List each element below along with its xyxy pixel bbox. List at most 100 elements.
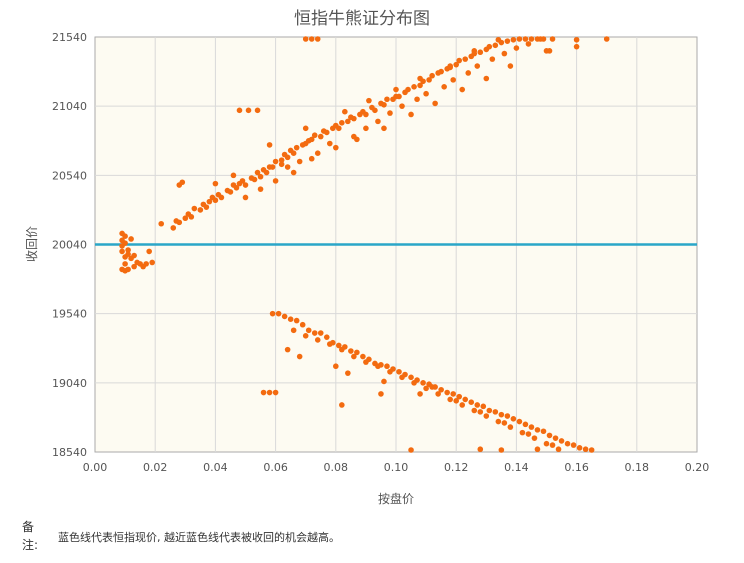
- data-point: [179, 179, 186, 186]
- data-point: [290, 327, 297, 334]
- data-point: [528, 36, 535, 42]
- data-point: [570, 442, 577, 448]
- data-point: [293, 317, 300, 324]
- data-point: [293, 144, 300, 151]
- data-point: [510, 36, 517, 43]
- data-point: [543, 440, 550, 447]
- data-point: [348, 348, 354, 354]
- data-point: [408, 447, 414, 453]
- data-point: [555, 446, 562, 453]
- x-axis-label: 按盘价: [378, 491, 414, 506]
- data-point: [477, 446, 484, 453]
- data-point: [188, 214, 195, 220]
- data-point: [501, 50, 508, 57]
- data-point: [417, 391, 423, 397]
- x-tick-label: 0.12: [444, 461, 469, 474]
- data-point: [492, 42, 499, 49]
- data-point: [131, 252, 137, 259]
- data-point: [254, 107, 261, 114]
- data-point: [236, 107, 243, 114]
- data-point: [453, 61, 460, 68]
- data-point: [278, 161, 285, 168]
- data-point: [275, 310, 282, 317]
- data-point: [176, 219, 183, 226]
- data-point: [405, 86, 411, 93]
- data-point: [522, 421, 529, 428]
- data-point: [393, 86, 399, 93]
- data-point: [263, 169, 270, 176]
- data-point: [573, 43, 580, 50]
- data-point: [408, 374, 414, 381]
- scatter-chart: 恒指牛熊证分布图 18540 19040 19540 20040 20540 21040 2…: [25, 9, 710, 506]
- data-point: [336, 125, 342, 132]
- data-point: [498, 447, 505, 453]
- data-point: [281, 313, 288, 320]
- data-point: [507, 63, 514, 69]
- data-point: [420, 380, 426, 386]
- data-point: [125, 251, 131, 257]
- x-tick-labels: 0.00 0.02 0.04 0.06 0.08 0.10 0.12 0.14 0.16 0.18…: [83, 461, 710, 474]
- data-point: [438, 68, 444, 75]
- data-point: [396, 368, 402, 375]
- y-tick-label: 19040: [52, 377, 87, 390]
- data-point: [257, 173, 264, 180]
- data-point: [351, 115, 357, 122]
- data-point: [254, 169, 261, 176]
- data-point: [549, 36, 556, 42]
- data-point: [384, 96, 390, 103]
- x-tick-label: 0.04: [203, 461, 228, 474]
- data-point: [474, 63, 481, 69]
- data-point: [387, 110, 393, 116]
- data-point: [218, 194, 225, 201]
- data-point: [284, 154, 291, 161]
- data-point: [456, 393, 463, 400]
- data-point: [462, 56, 469, 62]
- data-point: [519, 429, 526, 436]
- data-point: [308, 155, 315, 162]
- data-point: [582, 446, 589, 453]
- data-point: [363, 359, 369, 365]
- x-tick-label: 0.06: [263, 461, 288, 474]
- data-point: [429, 384, 435, 390]
- data-point: [122, 233, 128, 239]
- data-point: [146, 248, 152, 255]
- data-point: [290, 169, 297, 176]
- data-point: [534, 446, 541, 453]
- data-point: [465, 70, 472, 76]
- data-point: [558, 438, 565, 444]
- data-point: [212, 197, 219, 204]
- data-point: [450, 391, 456, 397]
- data-point: [414, 96, 420, 103]
- data-point: [158, 220, 165, 227]
- data-point: [546, 432, 553, 439]
- data-point: [239, 178, 246, 184]
- data-point: [381, 101, 387, 108]
- data-point: [302, 333, 309, 339]
- data-point: [299, 321, 306, 328]
- data-point: [122, 261, 128, 267]
- x-tick-label: 0.08: [324, 461, 349, 474]
- data-point: [242, 182, 249, 188]
- data-point: [333, 363, 339, 370]
- data-point: [131, 263, 137, 270]
- y-tick-label: 21040: [52, 100, 87, 113]
- data-point: [360, 353, 366, 360]
- data-point: [191, 205, 198, 212]
- data-point: [459, 402, 466, 408]
- data-point: [314, 337, 321, 343]
- data-point: [489, 56, 496, 62]
- data-point: [540, 36, 547, 42]
- data-point: [495, 418, 502, 425]
- data-point: [311, 330, 318, 336]
- data-point: [531, 435, 538, 441]
- data-point: [477, 49, 484, 56]
- data-point: [441, 84, 447, 90]
- data-point: [272, 158, 279, 165]
- data-point: [525, 431, 532, 437]
- data-point: [251, 176, 258, 183]
- data-point: [516, 36, 523, 42]
- data-point: [339, 402, 345, 408]
- data-point: [564, 440, 571, 447]
- data-point: [528, 424, 535, 430]
- data-point: [326, 140, 333, 147]
